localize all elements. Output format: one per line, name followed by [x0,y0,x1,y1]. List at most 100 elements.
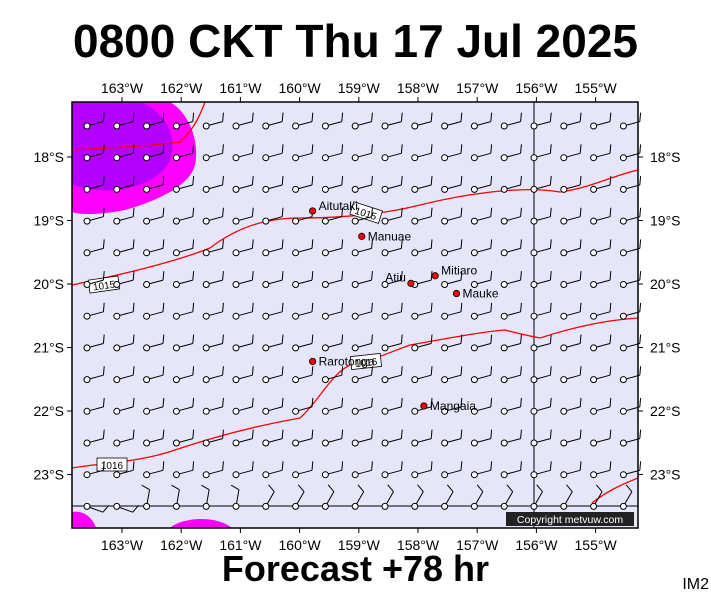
wind-barb [441,302,463,320]
wind-barb [351,429,373,447]
wind-barb [232,112,254,130]
wind-barb [321,271,344,288]
forecast-title: 0800 CKT Thu 17 Jul 2025 [72,15,639,67]
wind-barb [113,334,135,352]
map-frame [71,101,639,529]
wind-barb [530,484,543,510]
longitude-label-top: 159°W [338,80,381,96]
isobar-labels: 1015 1015 1016 1016 [87,201,383,472]
longitude-label-top: 163°W [101,80,144,96]
wind-barb [560,461,582,479]
wind-barb [381,112,403,130]
wind-barb [411,112,433,130]
wind-barb [381,461,403,479]
longitude-label-top: 161°W [219,80,262,96]
wind-barb [530,461,552,479]
wind-barb [232,207,254,225]
wind-barb [560,484,573,510]
wind-barb [83,302,105,320]
wind-barb [321,302,344,320]
wind-barb [143,461,165,479]
isobar-label: 1015 [87,275,121,294]
wind-barb [83,334,105,352]
wind-barb [470,271,493,288]
wind-barb [351,271,373,288]
island-label: Mauke [462,287,498,301]
wind-barb [262,302,284,320]
island-label: Aitutaki [319,199,358,213]
wind-barb [381,239,403,257]
wind-barb [470,175,493,193]
wind-barb [590,239,612,257]
wind-barb [441,144,463,162]
wind-barb [172,397,195,415]
wind-barb [262,366,284,384]
wind-barb [143,429,165,447]
wind-barb [500,112,522,130]
wind-barb [262,271,284,288]
wind-barb [262,207,284,225]
longitude-label-top: 158°W [397,80,440,96]
wind-barb [411,334,433,352]
wind-barb [262,144,284,162]
latitude-label-left: 18°S [33,149,64,165]
latitude-label-left: 22°S [33,403,64,419]
wind-barb [113,175,135,193]
wind-barb [232,271,254,288]
wind-barb [113,461,135,479]
wind-barb [530,429,552,447]
longitude-label-bottom: 159°W [338,537,381,553]
wind-barb [143,207,165,225]
wind-barb [530,366,552,384]
wind-barb [470,484,484,510]
wind-barb [143,239,165,257]
wind-barb [202,144,224,162]
wind-barb [292,484,305,510]
longitude-label-top: 155°W [575,80,618,96]
wind-barb [202,461,224,479]
wind-barb [530,302,552,320]
wind-barb [172,302,195,320]
wind-barb [351,144,373,162]
svg-text:1015: 1015 [92,279,116,293]
wind-barb [411,461,433,479]
latitude-label-right: 21°S [650,340,681,356]
wind-barb [500,271,522,288]
wind-barb [530,144,552,162]
forecast-hours: Forecast +78 hr [221,548,490,589]
wind-barb [619,334,642,352]
wind-barb [619,461,642,479]
wind-barb [500,302,522,320]
wind-barb [441,175,463,193]
wind-barb [321,484,335,510]
longitude-label-bottom: 160°W [279,537,322,553]
wind-barb [590,334,612,352]
wind-barb [381,271,403,288]
wind-barb [351,366,373,384]
wind-barb [262,239,284,257]
isobar-label: 1016 [96,457,128,472]
wind-barb [530,334,552,352]
latitude-label-right: 23°S [650,467,681,483]
wind-barb [202,112,224,130]
wind-barb [560,175,582,193]
wind-barb [113,239,135,257]
wind-barb [143,112,165,130]
wind-barb [202,397,224,415]
wind-barb [500,334,522,352]
wind-barb [411,302,433,320]
wind-barb [232,397,254,415]
wind-barb [171,484,180,510]
wind-barb [83,112,105,130]
wind-barb [202,239,224,257]
wind-barb [143,175,165,193]
wind-barb [351,112,373,130]
island-label: Mitiaro [441,264,477,278]
wind-barb [470,334,493,352]
wind-barb [470,207,493,225]
wind-barb [560,366,582,384]
longitude-label-top: 162°W [160,80,203,96]
wind-barb [411,397,433,415]
wind-barb [500,397,522,415]
longitude-label-bottom: 161°W [219,537,262,553]
